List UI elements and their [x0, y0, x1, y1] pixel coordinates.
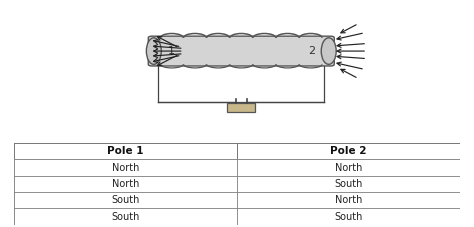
Text: South: South: [111, 195, 140, 205]
Bar: [14, 176, 237, 192]
Bar: [237, 159, 460, 176]
Text: Pole 1: Pole 1: [107, 146, 144, 156]
Bar: [237, 143, 460, 159]
Text: South: South: [334, 212, 363, 222]
Bar: [237, 192, 460, 208]
Bar: [237, 176, 460, 192]
FancyBboxPatch shape: [148, 36, 334, 66]
Text: 2: 2: [308, 46, 315, 56]
Text: North: North: [112, 163, 139, 173]
Text: North: North: [335, 163, 362, 173]
Ellipse shape: [146, 38, 161, 64]
Ellipse shape: [321, 38, 336, 64]
Text: North: North: [112, 179, 139, 189]
Bar: [228, 103, 255, 112]
Bar: [14, 192, 237, 208]
Text: South: South: [111, 212, 140, 222]
Text: South: South: [334, 179, 363, 189]
Text: 1: 1: [167, 46, 174, 56]
Text: Pole 2: Pole 2: [330, 146, 367, 156]
Bar: [237, 208, 460, 225]
Bar: [14, 143, 237, 159]
Text: North: North: [335, 195, 362, 205]
Bar: [14, 208, 237, 225]
Bar: [14, 159, 237, 176]
